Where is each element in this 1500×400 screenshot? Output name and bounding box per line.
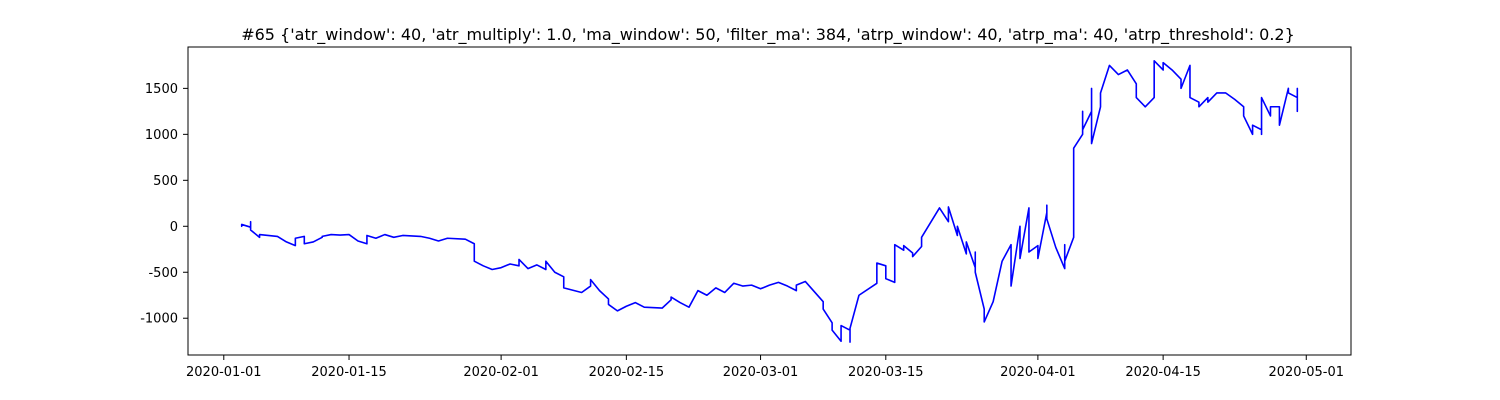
x-tick-label: 2020-02-15 — [589, 365, 665, 380]
y-tick-label: -500 — [148, 266, 178, 281]
x-tick-label: 2020-03-01 — [723, 365, 799, 380]
x-tick-label: 2020-01-15 — [311, 365, 387, 380]
y-tick-label: 500 — [153, 174, 178, 189]
plot-area-frame — [187, 46, 1352, 356]
series-layer — [240, 59, 1299, 343]
x-axis: 2020-01-01 2020-01-15 2020-02-01 2020-02-15… — [186, 355, 1344, 380]
x-tick-label: 2020-04-01 — [1000, 365, 1076, 380]
y-axis: -1000 -500 0 500 1000 1500 — [140, 82, 188, 327]
x-tick-label: 2020-05-01 — [1268, 365, 1344, 380]
y-tick-label: 0 — [170, 220, 178, 235]
y-tick-label: 1000 — [145, 128, 178, 143]
x-tick-label: 2020-01-01 — [186, 365, 262, 380]
x-tick-label: 2020-02-01 — [463, 365, 539, 380]
y-tick-label: 1500 — [145, 82, 178, 97]
x-tick-label: 2020-04-15 — [1125, 365, 1201, 380]
y-tick-label: -1000 — [140, 312, 178, 327]
series-line — [240, 59, 1299, 343]
chart-title: #65 {'atr_window': 40, 'atr_multiply': 1… — [241, 25, 1295, 45]
x-tick-label: 2020-03-15 — [848, 365, 924, 380]
